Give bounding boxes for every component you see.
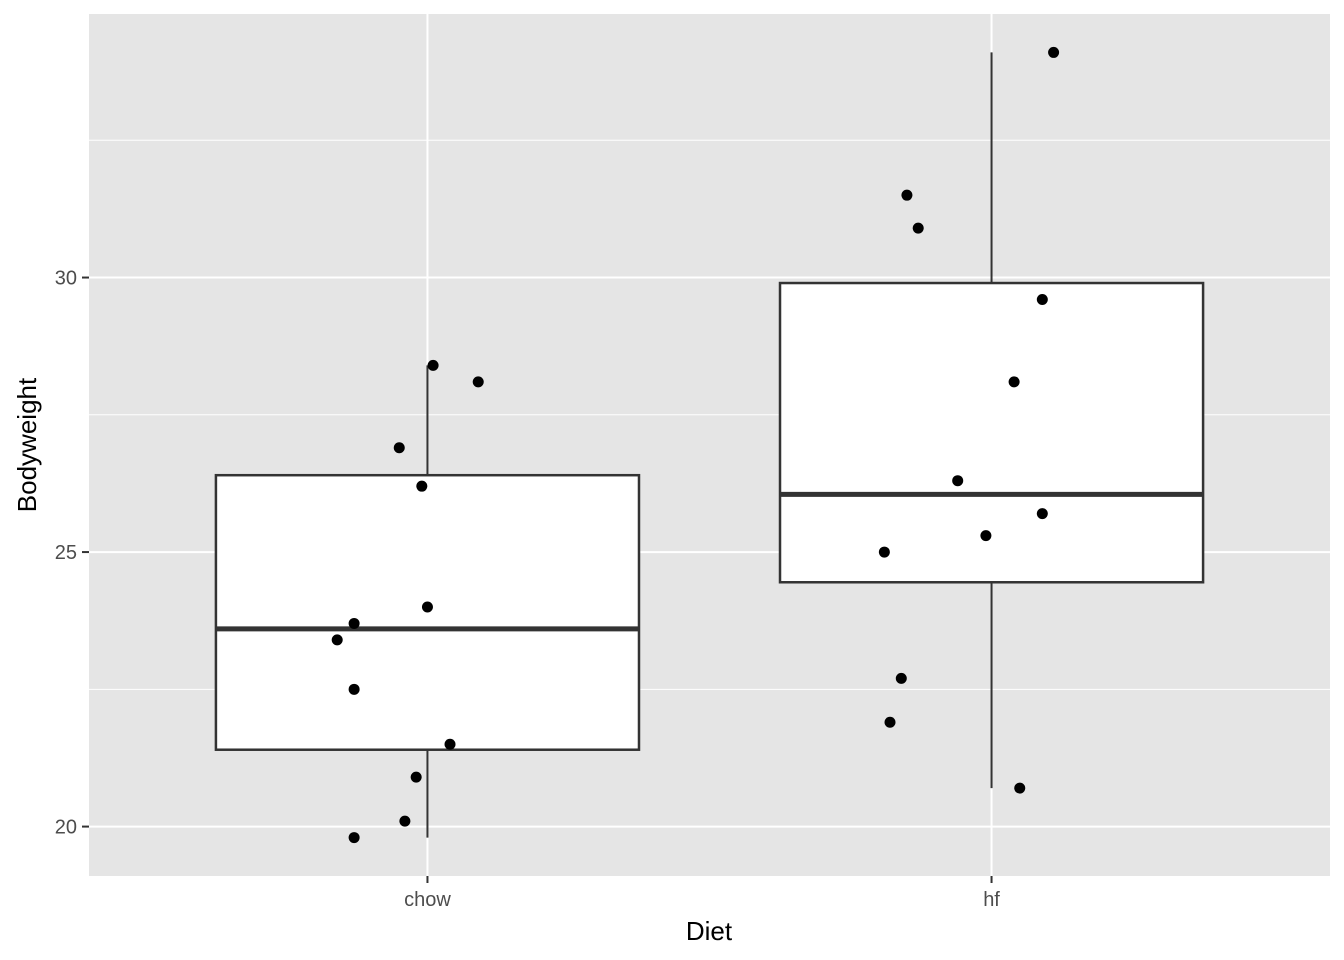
- data-point: [980, 530, 992, 542]
- x-tick-label: chow: [404, 889, 451, 911]
- data-point: [884, 716, 896, 728]
- x-tick-label: hf: [983, 889, 1000, 911]
- y-axis-title: Bodyweight: [12, 377, 42, 512]
- data-point: [472, 376, 484, 388]
- data-point: [393, 442, 405, 454]
- data-point: [1008, 376, 1020, 388]
- data-point: [901, 189, 913, 201]
- x-axis: chow hf: [404, 876, 1000, 911]
- data-point: [427, 359, 439, 371]
- data-point: [1048, 46, 1060, 58]
- data-point: [1036, 294, 1048, 306]
- data-point: [348, 617, 360, 629]
- data-point: [444, 738, 456, 750]
- y-tick-label: 25: [55, 542, 77, 564]
- data-point: [1014, 782, 1026, 794]
- data-point: [399, 815, 411, 827]
- data-point: [895, 672, 907, 684]
- data-point: [331, 634, 343, 646]
- data-point: [421, 601, 433, 613]
- data-point: [416, 480, 428, 492]
- data-point: [952, 475, 964, 487]
- y-tick-label: 30: [55, 268, 77, 290]
- box-iqr: [778, 281, 1205, 584]
- data-point: [410, 771, 422, 783]
- boxes: [214, 52, 1205, 838]
- data-point: [348, 832, 360, 844]
- data-point: [912, 222, 924, 234]
- points: [331, 46, 1060, 844]
- data-point: [878, 546, 890, 558]
- data-point: [348, 683, 360, 695]
- y-axis: 20 25 30: [55, 268, 89, 839]
- x-axis-title: Diet: [686, 916, 733, 946]
- y-tick-label: 20: [55, 817, 77, 839]
- data-point: [1036, 508, 1048, 520]
